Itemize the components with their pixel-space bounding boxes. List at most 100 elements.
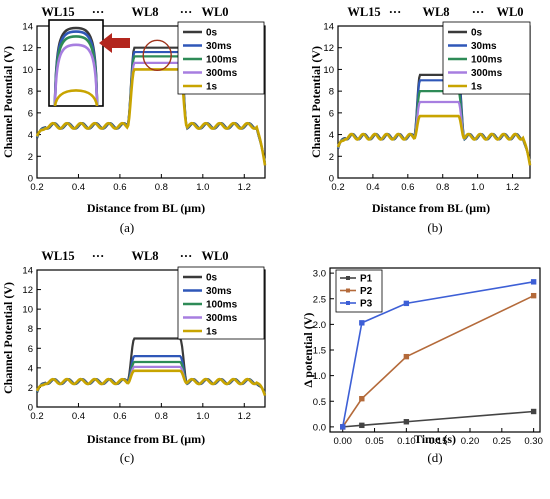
inset-curve-1s [53,89,99,107]
x-tick-label: 0.6 [113,182,126,193]
y-tick-label: 10 [22,305,33,316]
legend-label: P1 [360,274,373,285]
panel-caption: (c) [120,450,134,465]
y-tick-label: 12 [323,43,334,54]
legend-marker [346,301,350,305]
y-tick-label: 2 [28,383,33,394]
y-tick-label: 0.5 [313,397,326,408]
data-point-P3 [530,279,537,285]
legend-label: 100ms [206,55,238,66]
y-tick-label: 8 [329,87,334,98]
x-axis-label: Distance from BL (μm) [372,201,490,215]
data-point-P3 [359,320,365,326]
series-line-300ms [336,100,532,166]
legend-label: 1s [471,82,483,93]
x-tick-label: 0.4 [72,182,85,193]
wordline-label: ··· [92,249,105,263]
y-tick-label: 4 [28,363,33,374]
x-axis-label: Distance from BL (μm) [87,432,205,446]
y-tick-label: 2 [28,152,33,163]
panel-caption: (a) [120,220,134,235]
y-tick-label: 0 [329,174,334,185]
data-point-P2 [530,292,537,299]
panel-d: 0.00 0.05 0.10 0.15 0.20 0.25 0.30 0.0 0.5 1.0 1.5… [301,267,543,465]
data-point-P1 [403,419,410,425]
data-point-P2 [403,353,410,360]
x-tick-label: 1.2 [238,411,251,422]
data-point-P3 [340,424,346,430]
data-point-P1 [530,408,537,415]
y-tick-label: 0 [28,403,33,414]
y-tick-label: 10 [22,65,33,76]
plot-frame-b [337,25,531,179]
legend-label: 0s [471,28,483,39]
wordline-label: ··· [180,249,193,263]
legend-label: P3 [360,299,373,310]
plot-frame-c [36,269,266,408]
inset-arrow [99,33,130,53]
x-tick-label: 0.4 [366,182,379,193]
wordline-label: ··· [180,5,193,19]
x-tick-label: 0.2 [30,411,43,422]
y-tick-label: 6 [28,108,33,119]
x-tick-label: 0.20 [461,436,480,447]
peak-highlight-circle [142,39,172,72]
x-tick-label: 0.6 [113,411,126,422]
data-point-P1 [359,422,365,429]
wordline-label: WL15 [41,249,74,263]
wordline-label: WL8 [131,249,158,263]
y-tick-label: 6 [329,108,334,119]
y-tick-label: 12 [22,43,33,54]
y-tick-label: 0.0 [313,422,326,433]
x-tick-label: 0.4 [72,411,85,422]
x-tick-label: 0.2 [30,182,43,193]
legend-label: 300ms [471,68,503,79]
legend-marker [346,276,350,280]
x-tick-label: 0.00 [333,436,352,447]
y-tick-label: 1.5 [313,346,326,357]
x-tick-label: 0.25 [493,436,512,447]
wordline-label: ··· [92,5,105,19]
y-tick-label: 2 [329,152,334,163]
wordline-label: WL15 [347,5,380,19]
wordline-label: ··· [472,5,485,19]
x-tick-label: 0.15 [429,436,448,447]
y-tick-label: 10 [323,65,334,76]
y-tick-label: 3.0 [313,269,326,280]
x-tick-label: 0.10 [397,436,416,447]
y-axis-label: Δ potential (V) [301,313,315,388]
y-tick-label: 6 [28,344,33,355]
wordline-label: WL8 [131,5,158,19]
y-tick-label: 2.5 [313,294,326,305]
x-tick-label: 1.0 [196,182,209,193]
panel-caption: (d) [427,450,442,465]
x-tick-label: 0.05 [365,436,384,447]
plot-frame-a [36,25,266,179]
wordline-label: WL8 [422,5,449,19]
x-tick-label: 1.0 [471,182,484,193]
y-axis-label: Channel Potential (V) [1,282,15,394]
panel-caption: (b) [427,220,442,235]
x-tick-label: 0.6 [401,182,414,193]
legend-label: 0s [206,28,218,39]
x-axis-label: Time (s) [414,432,456,446]
series-line-1s [35,369,267,397]
y-tick-label: 14 [22,266,33,277]
y-tick-label: 8 [28,87,33,98]
x-tick-label: 0.2 [331,182,344,193]
y-axis-label: Channel Potential (V) [1,46,15,158]
panel-a: 0.2 0.4 0.6 0.8 1.0 1.2 0 2 4 6 8 10 12 14 Distance fr… [1,5,267,235]
legend-label: 100ms [206,300,238,311]
legend-label: 30ms [206,41,232,52]
y-tick-label: 14 [22,22,33,33]
x-tick-label: 1.0 [196,411,209,422]
y-tick-label: 4 [28,130,33,141]
y-tick-label: 0 [28,174,33,185]
y-tick-label: 12 [22,285,33,296]
legend-label: 30ms [471,41,497,52]
x-tick-label: 1.2 [506,182,519,193]
y-tick-label: 1.0 [313,371,326,382]
y-axis-label: Channel Potential (V) [309,46,323,158]
legend-label: P2 [360,286,373,297]
